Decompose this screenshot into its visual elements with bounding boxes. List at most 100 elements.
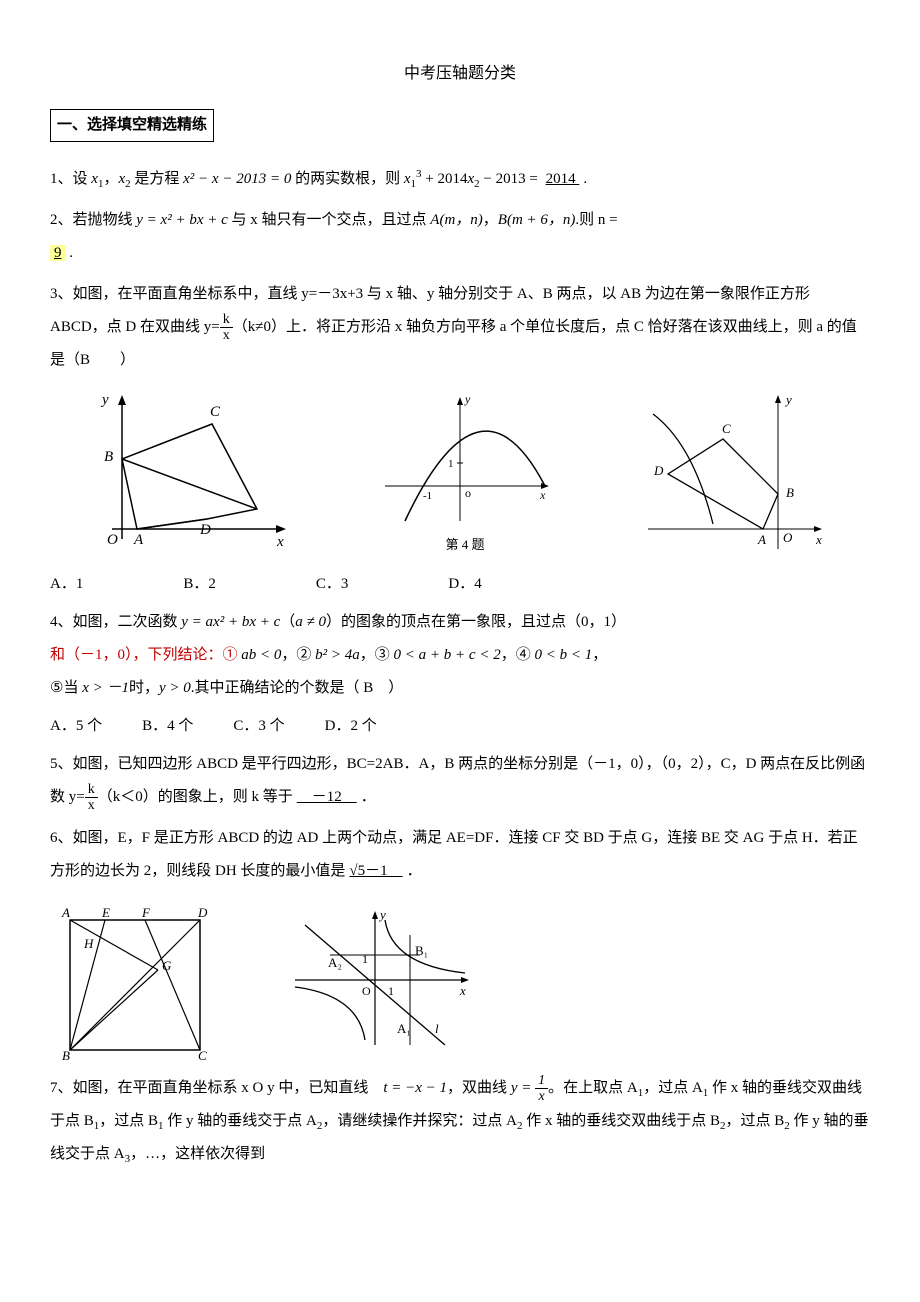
p4-c2t: ，③ (360, 647, 394, 663)
p3-fd: x (220, 328, 233, 343)
problem-6: 6、如图，E，F 是正方形 ABCD 的边 AD 上两个动点，满足 AE=DF．… (50, 822, 870, 888)
section-header: 一、选择填空精选精练 (50, 109, 214, 142)
p4-options: A．5 个 B．4 个 C．3 个 D．2 个 (50, 713, 870, 740)
p7-tl: ，…，这样依次得到 (130, 1146, 265, 1162)
figure-p4: y x o -1 1 第 4 题 (375, 391, 555, 556)
p4-te: ⑤当 (50, 680, 82, 696)
p4-c3t: ，④ (501, 647, 535, 663)
p7-frac: 1x (535, 1073, 548, 1105)
f2-y: y (464, 392, 471, 406)
p2-eq: y = x² + bx + c (136, 212, 228, 228)
p3-optB: B．2 (183, 571, 216, 598)
g2-B1: B₁ (415, 943, 428, 958)
problem-3: 3、如图，在平面直角坐标系中，直线 y=－3x+3 与 x 轴、y 轴分别交于 … (50, 278, 870, 377)
f2-n1: -1 (423, 490, 432, 502)
p4-eq: y = ax² + bx + c (181, 614, 280, 630)
p4-c4: 0 < b < 1 (534, 647, 592, 663)
g2-1: 1 (388, 984, 394, 998)
p6-sq: √5 (349, 863, 365, 879)
p7-fd: x (535, 1089, 548, 1104)
p6-ans: √5－1 (345, 863, 406, 879)
p6-pd: ． (407, 863, 422, 879)
f3-O: O (783, 530, 793, 545)
p7-th: ，请继续操作并探究：过点 A (322, 1113, 517, 1129)
p3-yeq: y= (204, 319, 220, 335)
figure-row-1: y x O A B C D y x o -1 1 第 4 题 (50, 389, 870, 559)
problem-4: 4、如图，二次函数 y = ax² + bx + c（a ≠ 0）的图象的顶点在… (50, 606, 870, 705)
p6-tl: －1 (365, 863, 403, 879)
p4-tc: ）的图象的顶点在第一象限，且过点（0，1） (326, 614, 626, 630)
figure-p3: y x O A B C D (92, 389, 292, 559)
p7-ta: 7、如图，在平面直角坐标系 x O y 中，已知直线 (50, 1080, 383, 1096)
p1-eq: x² − x − 2013 = 0 (183, 171, 291, 187)
p3-frac: kx (220, 312, 233, 344)
p4-oB: B．4 个 (142, 713, 193, 740)
f3-D: D (653, 463, 664, 478)
f3-x: x (815, 532, 822, 547)
p2-pb: B(m + 6，n) (498, 212, 576, 228)
p2-c: ， (483, 212, 498, 228)
p5-fd: x (85, 798, 98, 813)
p1-c1: ， (103, 171, 118, 187)
p2-ta: 2、若抛物线 (50, 212, 136, 228)
p5-frac: kx (85, 782, 98, 814)
p7-tb: ，双曲线 (447, 1080, 511, 1096)
p1-tb: 是方程 (131, 171, 184, 187)
f2-x: x (539, 488, 546, 502)
f3-B: B (786, 485, 794, 500)
p1-text: 1、设 (50, 171, 91, 187)
p7-e1: t = −x − 1 (383, 1080, 447, 1096)
f3-y: y (784, 392, 792, 407)
p7-e2a: y = (511, 1080, 535, 1096)
p4-c2: b² > 4a (315, 647, 360, 663)
p2-answer: 9 (50, 245, 66, 261)
g1-F: F (141, 905, 151, 920)
g2-O: O (362, 984, 371, 998)
f2-cap: 第 4 题 (375, 533, 555, 556)
g1-E: E (101, 905, 110, 920)
p3-optC: C．3 (316, 571, 349, 598)
p7-tf: ，过点 B (99, 1113, 158, 1129)
p1-p1: + 2014 (422, 171, 468, 187)
p4-c1t: ，② (281, 647, 315, 663)
p1-ea: x (404, 171, 411, 187)
p4-oC: C．3 个 (233, 713, 284, 740)
p4-oA: A．5 个 (50, 713, 102, 740)
f1-x: x (276, 534, 284, 550)
g1-D: D (197, 905, 208, 920)
figure-p6: A D B C E F G H (50, 900, 220, 1060)
g1-H: H (83, 936, 94, 951)
p4-c1: ab < 0 (241, 647, 281, 663)
g2-y: y (378, 907, 386, 922)
f1-D: D (199, 522, 211, 538)
p5-pd: ． (361, 789, 376, 805)
p3-fn: k (220, 312, 233, 328)
p5-fn: k (85, 782, 98, 798)
g2-A1: A₁ (397, 1021, 411, 1036)
p4-cd: a ≠ 0 (295, 614, 326, 630)
figure-p7: y x O 1 1 A₂ B₁ A₁ l (280, 905, 480, 1055)
g1-C: C (198, 1048, 207, 1060)
p4-c5a: x > －1 (82, 680, 129, 696)
g2-l: l (435, 1021, 439, 1036)
p2-period: . (66, 245, 74, 261)
f1-A: A (133, 532, 144, 548)
p4-tf: .其中正确结论的个数是（ B ） (191, 680, 404, 696)
f1-B: B (104, 449, 113, 465)
p1-period: . (583, 171, 587, 187)
p4-td: 和（－1，0），下列结论：① (50, 647, 241, 663)
p4-c5c: y > 0 (159, 680, 191, 696)
p1-tail: − 2013 = (480, 171, 542, 187)
p4-tb: （ (280, 614, 295, 630)
p7-ti: 作 x 轴的垂线交双曲线于点 B (522, 1113, 720, 1129)
p4-c5b: 时， (129, 680, 159, 696)
g1-A: A (61, 905, 70, 920)
p5-tb: （k＜0）的图象上，则 k 等于 (98, 789, 293, 805)
p7-tg: 作 y 轴的垂线交于点 A (164, 1113, 317, 1129)
g2-1L: 1 (362, 952, 368, 966)
f3-C: C (722, 421, 731, 436)
f3-A: A (757, 532, 766, 547)
p4-c3: 0 < a + b + c < 2 (394, 647, 501, 663)
p2-pa: A(m，n) (430, 212, 483, 228)
problem-1: 1、设 x1，x2 是方程 x² − x − 2013 = 0 的两实数根，则 … (50, 162, 870, 196)
